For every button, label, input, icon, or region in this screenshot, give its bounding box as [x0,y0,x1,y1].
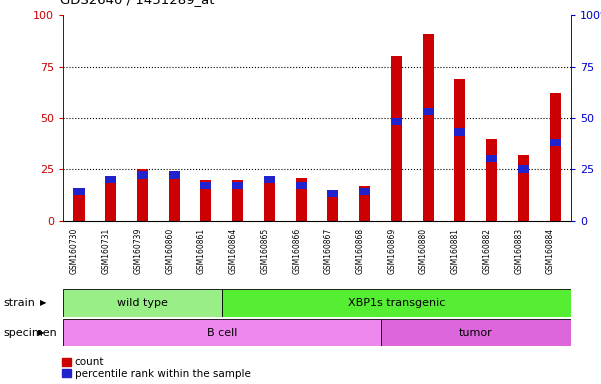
Bar [486,155,497,162]
Bar [105,175,116,183]
Bar [73,190,85,221]
Bar [105,178,116,221]
Text: GSM160864: GSM160864 [228,228,237,274]
Text: GSM160867: GSM160867 [324,228,333,274]
Text: wild type: wild type [117,298,168,308]
Text: GDS2640 / 1451289_at: GDS2640 / 1451289_at [60,0,215,6]
Text: XBP1s transgenic: XBP1s transgenic [348,298,445,308]
Text: GSM160861: GSM160861 [197,228,206,274]
Text: GSM160868: GSM160868 [356,228,365,274]
Bar [518,166,529,172]
Text: tumor: tumor [459,328,493,338]
Bar [200,182,212,189]
Bar [328,194,338,221]
Bar [518,155,529,221]
Bar [264,175,275,183]
Bar [423,108,434,115]
Bar [380,319,571,346]
Bar [454,79,465,221]
Bar [137,172,148,179]
Bar [454,128,465,136]
Text: strain: strain [3,298,35,308]
Bar [73,188,85,195]
Bar [169,172,180,179]
Text: GSM160882: GSM160882 [483,228,492,274]
Bar [328,190,338,197]
Bar [63,289,222,317]
Text: GSM160866: GSM160866 [292,228,301,274]
Text: B cell: B cell [207,328,237,338]
Text: GSM160731: GSM160731 [102,228,111,274]
Bar [63,319,380,346]
Text: GSM160730: GSM160730 [70,228,79,274]
Text: ▶: ▶ [38,328,44,337]
Bar [169,172,180,221]
Bar [264,175,275,221]
Bar [486,139,497,221]
Bar [391,118,402,125]
Bar [200,180,212,221]
Bar [137,169,148,221]
Bar [359,188,370,195]
Bar [232,180,243,221]
Text: GSM160880: GSM160880 [419,228,428,274]
Text: GSM160883: GSM160883 [514,228,523,274]
Bar [549,139,561,146]
Bar [222,289,571,317]
Text: GSM160860: GSM160860 [165,228,174,274]
Bar [423,34,434,221]
Text: GSM160869: GSM160869 [388,228,397,274]
Bar [359,186,370,221]
Legend: count, percentile rank within the sample: count, percentile rank within the sample [63,357,251,379]
Bar [296,178,307,221]
Text: GSM160881: GSM160881 [451,228,460,274]
Bar [232,182,243,189]
Bar [549,93,561,221]
Text: specimen: specimen [3,328,56,338]
Text: GSM160884: GSM160884 [546,228,555,274]
Text: ▶: ▶ [40,298,46,308]
Text: GSM160739: GSM160739 [133,228,142,274]
Bar [391,56,402,221]
Text: GSM160865: GSM160865 [260,228,269,274]
Bar [296,182,307,189]
